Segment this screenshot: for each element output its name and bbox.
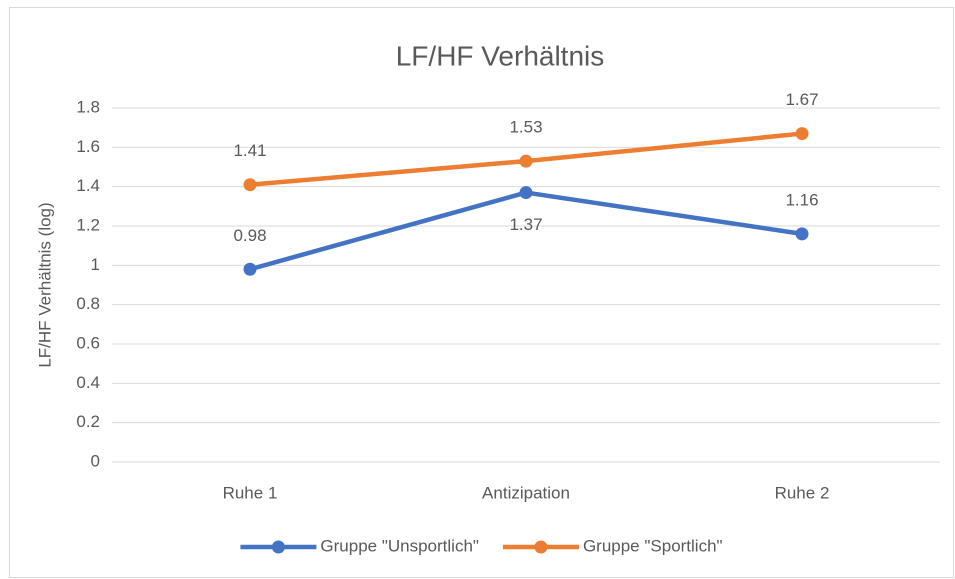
y-tick-label: 0.6 [76, 333, 100, 352]
data-label: 1.67 [785, 90, 818, 109]
y-tick-label: 0.8 [76, 294, 100, 313]
y-tick-label: 0.2 [76, 412, 100, 431]
chart-title: LF/HF Verhältnis [396, 40, 605, 71]
y-tick-label: 1 [91, 255, 100, 274]
y-tick-label: 1.4 [76, 176, 100, 195]
y-tick-label: 0.4 [76, 373, 100, 392]
data-label: 1.53 [509, 118, 542, 137]
marker [519, 154, 533, 168]
data-label: 1.37 [509, 215, 542, 234]
marker [519, 186, 533, 200]
data-label: 1.16 [785, 190, 818, 209]
marker [795, 127, 809, 141]
y-axis-label: LF/HF Verhältnis (log) [35, 202, 54, 367]
chart-border [9, 7, 954, 578]
y-tick-label: 1.8 [76, 97, 100, 116]
legend-marker [534, 540, 548, 554]
x-tick-label: Antizipation [482, 483, 570, 502]
y-tick-label: 0 [91, 451, 100, 470]
marker [795, 227, 809, 241]
x-tick-label: Ruhe 1 [223, 483, 278, 502]
data-label: 0.98 [233, 226, 266, 245]
y-tick-label: 1.2 [76, 215, 100, 234]
marker [243, 178, 257, 192]
legend-marker [271, 540, 285, 554]
legend-label: Gruppe "Unsportlich" [320, 536, 479, 555]
y-tick-label: 1.6 [76, 137, 100, 156]
x-tick-label: Ruhe 2 [775, 483, 830, 502]
marker [243, 262, 257, 276]
legend-label: Gruppe "Sportlich" [583, 536, 723, 555]
data-label: 1.41 [233, 141, 266, 160]
